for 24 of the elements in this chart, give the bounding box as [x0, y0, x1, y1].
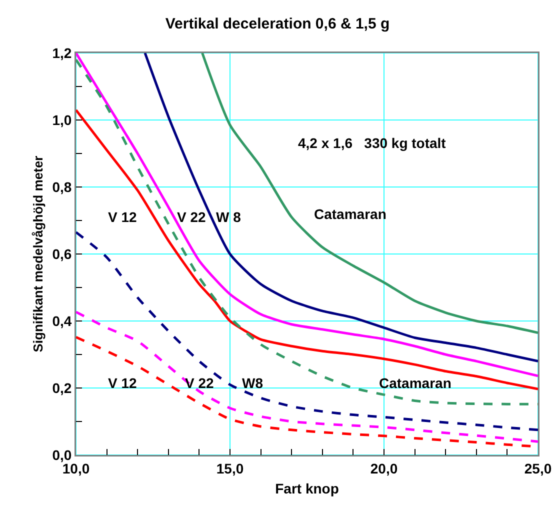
- y-axis-title: Signifikant medelvåghöjd meter: [30, 156, 46, 352]
- annotation: V 22: [177, 209, 206, 225]
- y-tick-label: 0,8: [52, 178, 72, 195]
- x-tick-label: 15,0: [216, 460, 244, 476]
- y-tick-label: 1,0: [52, 112, 72, 128]
- annotation: W 8: [216, 209, 242, 225]
- line-series: [144, 53, 538, 362]
- chart-title: Vertikal deceleration 0,6 & 1,5 g: [165, 15, 390, 32]
- y-tick-label: 1,2: [52, 44, 72, 61]
- y-tick-label: 0,4: [52, 312, 72, 329]
- annotation: W8: [242, 375, 264, 391]
- x-tick-label: 10,0: [62, 460, 90, 476]
- x-tick-label: 25,0: [524, 460, 552, 476]
- annotation: V 12: [108, 209, 138, 225]
- line-series: [76, 310, 538, 443]
- x-axis-title: Fart knop: [275, 480, 339, 496]
- y-tick-label: 0,2: [52, 380, 72, 396]
- x-tick-label: 20,0: [370, 460, 398, 476]
- line-series: [76, 108, 538, 390]
- y-tick-label: 0,0: [52, 446, 72, 463]
- line-series: [76, 230, 538, 432]
- annotation: V 22: [185, 375, 214, 391]
- y-tick-label: 0,6: [52, 246, 72, 262]
- annotation: V 12: [108, 375, 138, 391]
